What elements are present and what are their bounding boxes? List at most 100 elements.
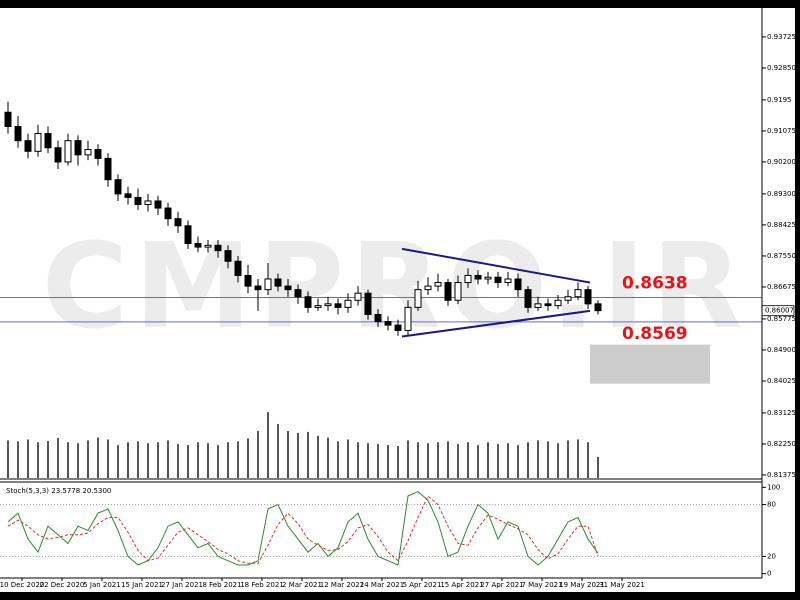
- volume-bar: [507, 443, 509, 478]
- candle-body: [64, 140, 72, 163]
- volume-bar: [77, 443, 79, 478]
- x-tick-label: 8 Feb 2021: [202, 581, 241, 589]
- candle-body: [314, 305, 322, 308]
- volume-bar: [7, 440, 9, 478]
- y-tick-label: 0.87550: [767, 252, 796, 260]
- last-price-label: 0.86007: [765, 307, 794, 315]
- candle-body: [584, 289, 592, 305]
- candle-body: [374, 313, 382, 323]
- x-tick-label: 22 Dec 2020: [40, 581, 85, 589]
- candle-body: [94, 149, 102, 159]
- candle-body: [234, 260, 242, 276]
- volume-bar: [177, 444, 179, 478]
- candle-body: [4, 111, 12, 127]
- volume-bar: [47, 440, 49, 478]
- volume-bar: [367, 443, 369, 478]
- candle-body: [304, 296, 312, 308]
- volume-bar: [357, 442, 359, 478]
- volume-bar: [67, 442, 69, 478]
- candle-body: [494, 276, 502, 284]
- indicator-line: [7, 491, 599, 566]
- candle-body: [114, 179, 122, 195]
- y-tick-label: 0.9195: [767, 96, 792, 104]
- y-tick-label: 0.93725: [767, 33, 796, 41]
- x-tick-label: 24 Mar 2021: [360, 581, 404, 589]
- candle-body: [434, 282, 442, 287]
- volume-bar: [487, 442, 489, 478]
- x-tick-label: 15 Jan 2021: [121, 581, 163, 589]
- background: [0, 8, 795, 592]
- volume-bar: [277, 423, 279, 478]
- volume-bar: [227, 442, 229, 478]
- candle-body: [484, 276, 492, 280]
- x-tick-label: 5 Jan 2021: [83, 581, 121, 589]
- volume-bar: [37, 442, 39, 478]
- candle-body: [264, 278, 272, 291]
- volume-bar: [497, 444, 499, 478]
- volume-bar: [107, 439, 109, 478]
- y-tick-label: 80: [767, 501, 776, 509]
- y-tick-label: 0.82250: [767, 440, 796, 448]
- volume-bar: [567, 440, 569, 478]
- volume-bar: [127, 442, 129, 478]
- candle-body: [394, 324, 402, 331]
- volume-bar: [597, 456, 599, 478]
- volume-bar: [267, 412, 269, 478]
- trend-line: [401, 247, 591, 284]
- candle-body: [194, 243, 202, 248]
- volume-bar: [257, 431, 259, 478]
- candle-body: [424, 285, 432, 291]
- trend-line: [401, 309, 591, 338]
- volume-bar: [587, 442, 589, 478]
- candle-body: [274, 278, 282, 287]
- candle-body: [544, 303, 552, 307]
- volume-bar: [557, 443, 559, 478]
- candle-body: [284, 285, 292, 291]
- x-tick-label: 19 May 2021: [559, 581, 605, 589]
- volume-bar: [137, 441, 139, 478]
- candle-body: [594, 303, 602, 312]
- candle-body: [384, 321, 392, 326]
- candle-body: [514, 278, 522, 291]
- candle-body: [144, 200, 152, 206]
- volume-bar: [287, 431, 289, 478]
- volume-bar: [387, 445, 389, 478]
- candle-body: [104, 157, 112, 181]
- target-zone: [590, 344, 710, 384]
- candle-body: [34, 133, 42, 152]
- volume-bar: [427, 443, 429, 478]
- candle-body: [184, 225, 192, 245]
- candle-body: [554, 299, 562, 307]
- volume-bar: [97, 437, 99, 478]
- y-tick-label: 0.84025: [767, 377, 796, 385]
- candle-body: [344, 299, 352, 308]
- y-tick-label: 0.85775: [767, 315, 796, 323]
- x-tick-label: 5 Apr 2021: [403, 581, 442, 589]
- volume-bar: [17, 441, 19, 478]
- volume-bar: [577, 439, 579, 478]
- candle-body: [164, 207, 172, 220]
- candle-body: [334, 303, 342, 308]
- volume-bar: [57, 438, 59, 478]
- candle-body: [524, 289, 532, 308]
- x-tick-label: 27 Apr 2021: [480, 581, 523, 589]
- volume-bar: [117, 445, 119, 478]
- candle-body: [474, 274, 482, 280]
- y-tick-label: 0.84900: [767, 346, 796, 354]
- candle-body: [354, 292, 362, 301]
- x-tick-label: 7 May 2021: [521, 581, 562, 589]
- y-tick-label: 0.83125: [767, 409, 796, 417]
- volume-bar: [307, 431, 309, 478]
- candle-body: [14, 125, 22, 142]
- indicator-label: Stoch(5,3,3) 23.5778 20.5300: [6, 487, 111, 495]
- level-label: 0.8569: [622, 324, 688, 344]
- volume-bar: [87, 440, 89, 478]
- x-tick-label: 10 Dec 2020: [0, 581, 44, 589]
- candle-body: [444, 282, 452, 301]
- volume-bar: [397, 446, 399, 478]
- candle-body: [454, 282, 462, 301]
- y-tick-label: 0.92850: [767, 64, 796, 72]
- candle-body: [564, 296, 572, 301]
- candle-body: [124, 193, 132, 198]
